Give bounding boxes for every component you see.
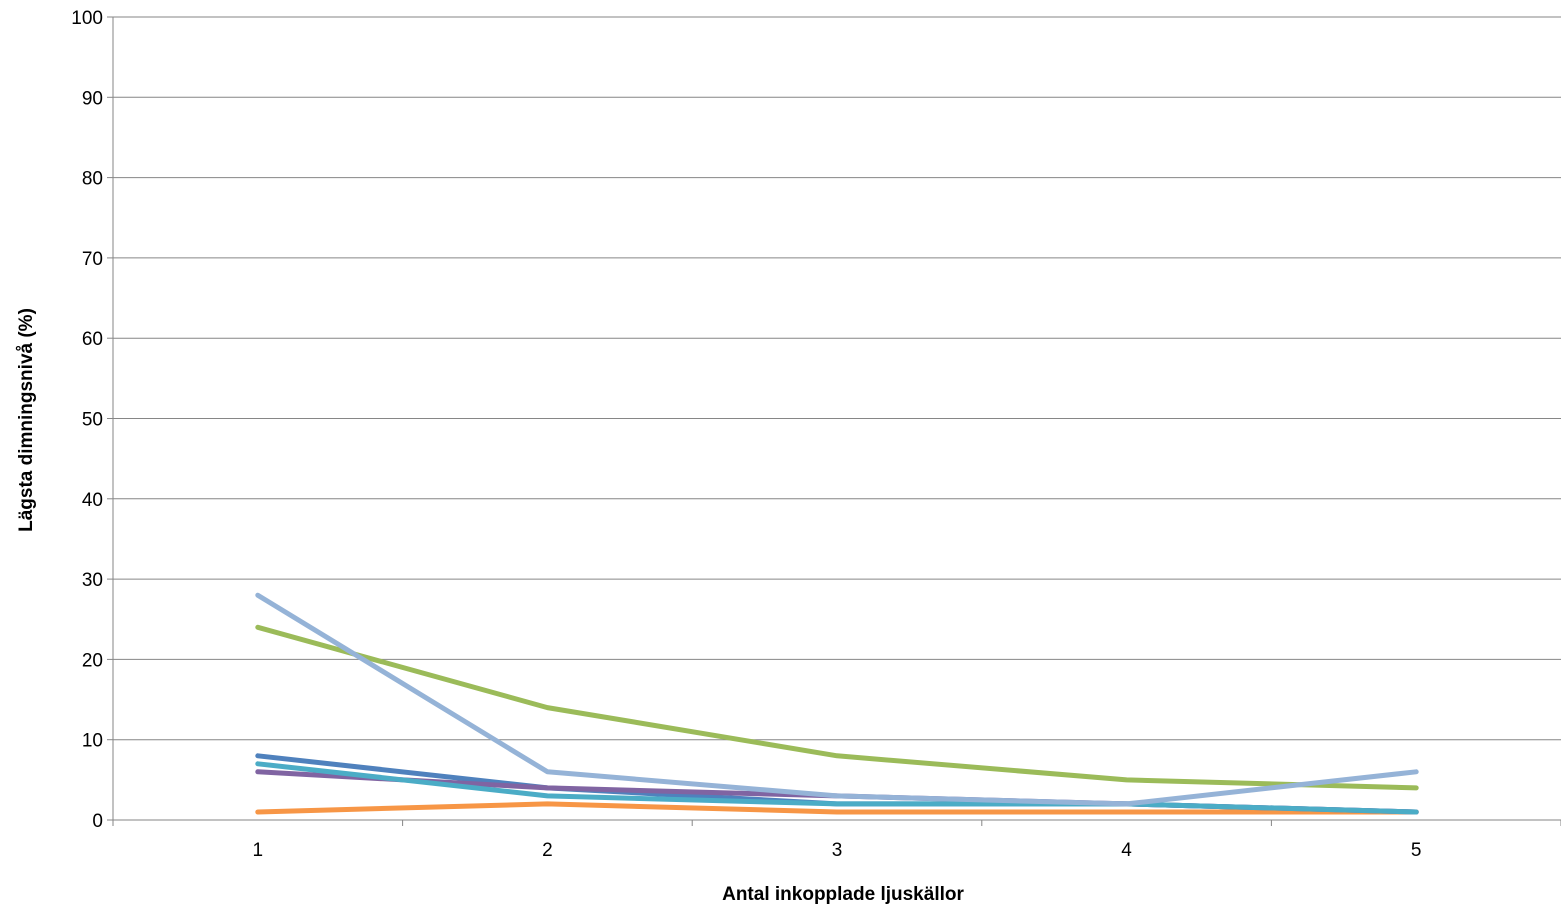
axes bbox=[107, 16, 1561, 826]
series-lines bbox=[255, 592, 1419, 815]
y-tick-label: 80 bbox=[82, 169, 103, 190]
gridlines bbox=[113, 16, 1561, 741]
y-tick-label: 90 bbox=[82, 88, 103, 109]
series-line-2 bbox=[255, 801, 1419, 815]
x-tick-label: 1 bbox=[253, 840, 264, 861]
series-line-3 bbox=[255, 624, 1419, 791]
y-axis-title: Lägsta dimningsnivå (%) bbox=[16, 308, 37, 532]
y-tick-label: 100 bbox=[71, 8, 103, 29]
y-tick-label: 30 bbox=[82, 570, 103, 591]
y-tick-label: 10 bbox=[82, 731, 103, 752]
x-tick-label: 2 bbox=[542, 840, 553, 861]
y-tick-labels: 0 10 20 30 40 50 60 70 80 90 100 bbox=[71, 8, 103, 832]
x-tick-labels: 1 2 3 4 5 bbox=[253, 840, 1422, 861]
y-tick-label: 0 bbox=[92, 811, 103, 832]
y-tick-label: 50 bbox=[82, 410, 103, 431]
series-line-6 bbox=[255, 592, 1419, 807]
y-tick-label: 70 bbox=[82, 249, 103, 270]
x-axis-title: Antal inkopplade ljuskällor bbox=[722, 884, 964, 905]
x-tick-label: 4 bbox=[1121, 840, 1132, 861]
series-line-5 bbox=[255, 761, 1419, 815]
y-tick-label: 40 bbox=[82, 490, 103, 511]
y-tick-label: 60 bbox=[82, 329, 103, 350]
x-tick-label: 3 bbox=[832, 840, 843, 861]
x-tick-label: 5 bbox=[1411, 840, 1422, 861]
y-tick-label: 20 bbox=[82, 650, 103, 671]
